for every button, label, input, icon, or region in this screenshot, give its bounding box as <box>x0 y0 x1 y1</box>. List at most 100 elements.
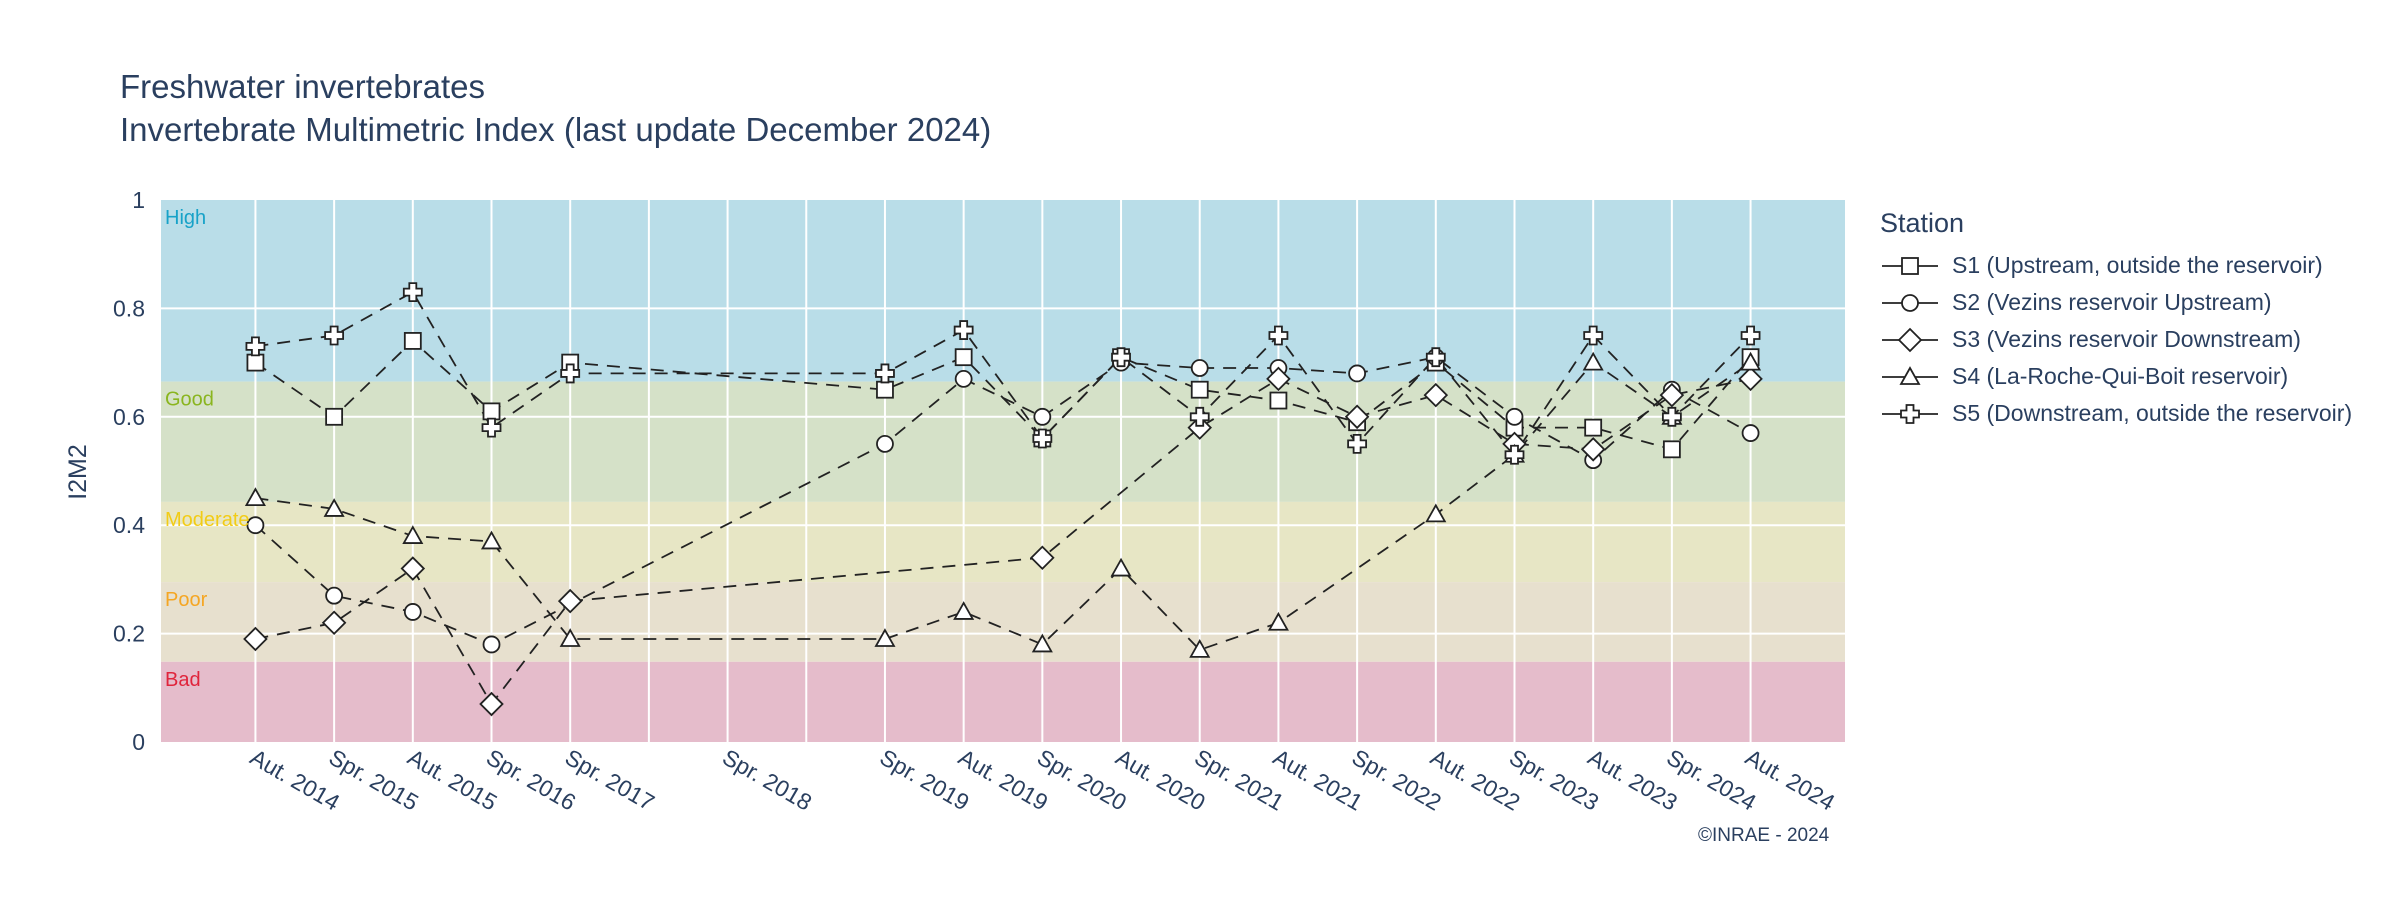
data-point-s1 <box>403 332 422 350</box>
series-line-s2 <box>254 356 1752 646</box>
band-poor <box>161 582 1845 662</box>
legend-item-label: S5 (Downstream, outside the reservoir) <box>1952 400 2353 426</box>
legend-item-s2[interactable]: S2 (Vezins reservoir Upstream) <box>1880 284 2352 321</box>
data-point-s5 <box>1268 325 1289 346</box>
legend-swatch-cross-icon <box>1882 403 1938 424</box>
data-point-s2 <box>1190 359 1209 377</box>
data-point-s4 <box>1031 633 1053 653</box>
legend-swatch-marker <box>1900 403 1920 424</box>
data-point-s3 <box>400 556 426 581</box>
x-tick-label: Spr. 2018 <box>718 744 816 816</box>
data-point-s2 <box>876 434 894 453</box>
x-tick-label: Aut. 2020 <box>1112 744 1210 816</box>
data-point-s4 <box>1740 351 1762 371</box>
data-point-s5 <box>1661 406 1682 427</box>
legend-item-s5[interactable]: S5 (Downstream, outside the reservoir) <box>1880 395 2352 432</box>
copyright-notice: ©INRAE - 2024 <box>1698 825 1830 846</box>
legend-item-s3[interactable]: S3 (Vezins reservoir Downstream) <box>1880 321 2352 358</box>
data-point-s1 <box>954 348 973 367</box>
x-tick-label: Spr. 2020 <box>1033 744 1131 816</box>
x-tick-label: Aut. 2023 <box>1584 744 1682 816</box>
series-line-s5 <box>255 290 1752 457</box>
data-point-s4 <box>244 487 266 507</box>
y-tick-label: 0.8 <box>113 295 145 321</box>
data-point-s3 <box>557 588 583 614</box>
legend-item-s4[interactable]: S4 (La-Roche-Qui-Boit reservoir) <box>1880 358 2352 395</box>
x-tick-label: Aut. 2014 <box>246 744 344 816</box>
legend-swatch-marker <box>1901 256 1919 275</box>
data-point-s4 <box>1267 611 1289 631</box>
data-point-s1 <box>482 402 501 421</box>
y-tick-label: 0.2 <box>113 621 145 647</box>
series-line-s4 <box>255 361 1752 651</box>
x-tick-label: Spr. 2015 <box>325 744 423 816</box>
data-point-s2 <box>954 369 973 388</box>
y-tick-label: 0.6 <box>113 404 145 430</box>
data-point-s3 <box>1344 404 1370 430</box>
band-moderate <box>161 501 1845 583</box>
data-point-s5 <box>402 282 423 303</box>
legend-swatch-marker <box>1897 327 1923 352</box>
data-point-s5 <box>481 417 502 438</box>
data-point-s5 <box>1189 406 1210 427</box>
x-tick-label: Spr. 2022 <box>1348 744 1446 816</box>
data-point-s5 <box>1111 347 1131 368</box>
data-point-s5 <box>953 320 974 340</box>
data-point-s2 <box>482 635 501 654</box>
data-point-s3 <box>1030 545 1055 570</box>
data-point-s1 <box>325 407 344 426</box>
legend-item-s1[interactable]: S1 (Upstream, outside the reservoir) <box>1880 247 2352 284</box>
band-label-moderate: Moderate <box>165 509 250 531</box>
data-point-s5 <box>245 336 266 357</box>
x-tick-label: Spr. 2017 <box>561 744 659 816</box>
data-point-s3 <box>1423 382 1449 408</box>
data-point-s4 <box>953 601 975 620</box>
data-point-s5 <box>1504 444 1525 465</box>
data-point-s1 <box>1584 418 1603 437</box>
chart-subtitle: Invertebrate Multimetric Index (last upd… <box>120 111 992 148</box>
legend-swatch-marker <box>1899 365 1921 385</box>
band-labels: High Good Moderate Poor Bad <box>165 207 250 691</box>
data-point-s2 <box>1033 407 1052 426</box>
legend-title: Station <box>1880 208 1965 238</box>
x-tick-label: Aut. 2015 <box>403 744 501 816</box>
band-bad <box>161 661 1845 742</box>
data-point-s4 <box>1110 557 1132 577</box>
x-tick-label: Aut. 2021 <box>1269 744 1367 816</box>
data-point-s4 <box>1189 639 1211 658</box>
x-tick-label: Spr. 2021 <box>1190 744 1288 816</box>
band-label-good: Good <box>165 389 214 411</box>
data-point-s4 <box>402 525 424 544</box>
data-point-s5 <box>1347 433 1368 454</box>
band-label-high: High <box>165 207 206 229</box>
data-point-s2 <box>325 586 344 605</box>
data-point-s2 <box>403 603 422 621</box>
data-point-s2 <box>1505 407 1524 426</box>
legend-swatch-marker <box>1901 293 1919 312</box>
data-point-s5 <box>1425 347 1446 368</box>
legend-swatch-diamond-icon <box>1882 327 1938 352</box>
data-point-s5 <box>1740 325 1761 346</box>
series-markers <box>243 282 1763 717</box>
data-point-s4 <box>1582 351 1604 371</box>
data-point-s5 <box>560 363 581 384</box>
data-point-s1 <box>1269 391 1288 410</box>
band-label-bad: Bad <box>165 669 201 691</box>
data-point-s1 <box>1190 380 1209 399</box>
band-good <box>161 381 1845 502</box>
band-high <box>161 200 1845 382</box>
x-tick-label: Aut. 2022 <box>1426 744 1524 816</box>
data-point-s3 <box>243 626 268 652</box>
band-label-poor: Poor <box>165 589 208 611</box>
data-point-s3 <box>1266 366 1291 392</box>
data-point-s5 <box>324 325 345 346</box>
data-point-s5 <box>1032 428 1053 449</box>
legend-item-label: S3 (Vezins reservoir Downstream) <box>1952 326 2301 352</box>
data-point-s1 <box>876 380 894 399</box>
data-point-s1 <box>246 353 265 372</box>
data-point-s5 <box>1583 325 1604 346</box>
y-axis-label: I2M2 <box>64 444 92 500</box>
quality-bands <box>161 200 1845 742</box>
legend: Station S1 (Upstream, outside the reserv… <box>1880 208 2352 432</box>
data-point-s2 <box>246 516 265 535</box>
